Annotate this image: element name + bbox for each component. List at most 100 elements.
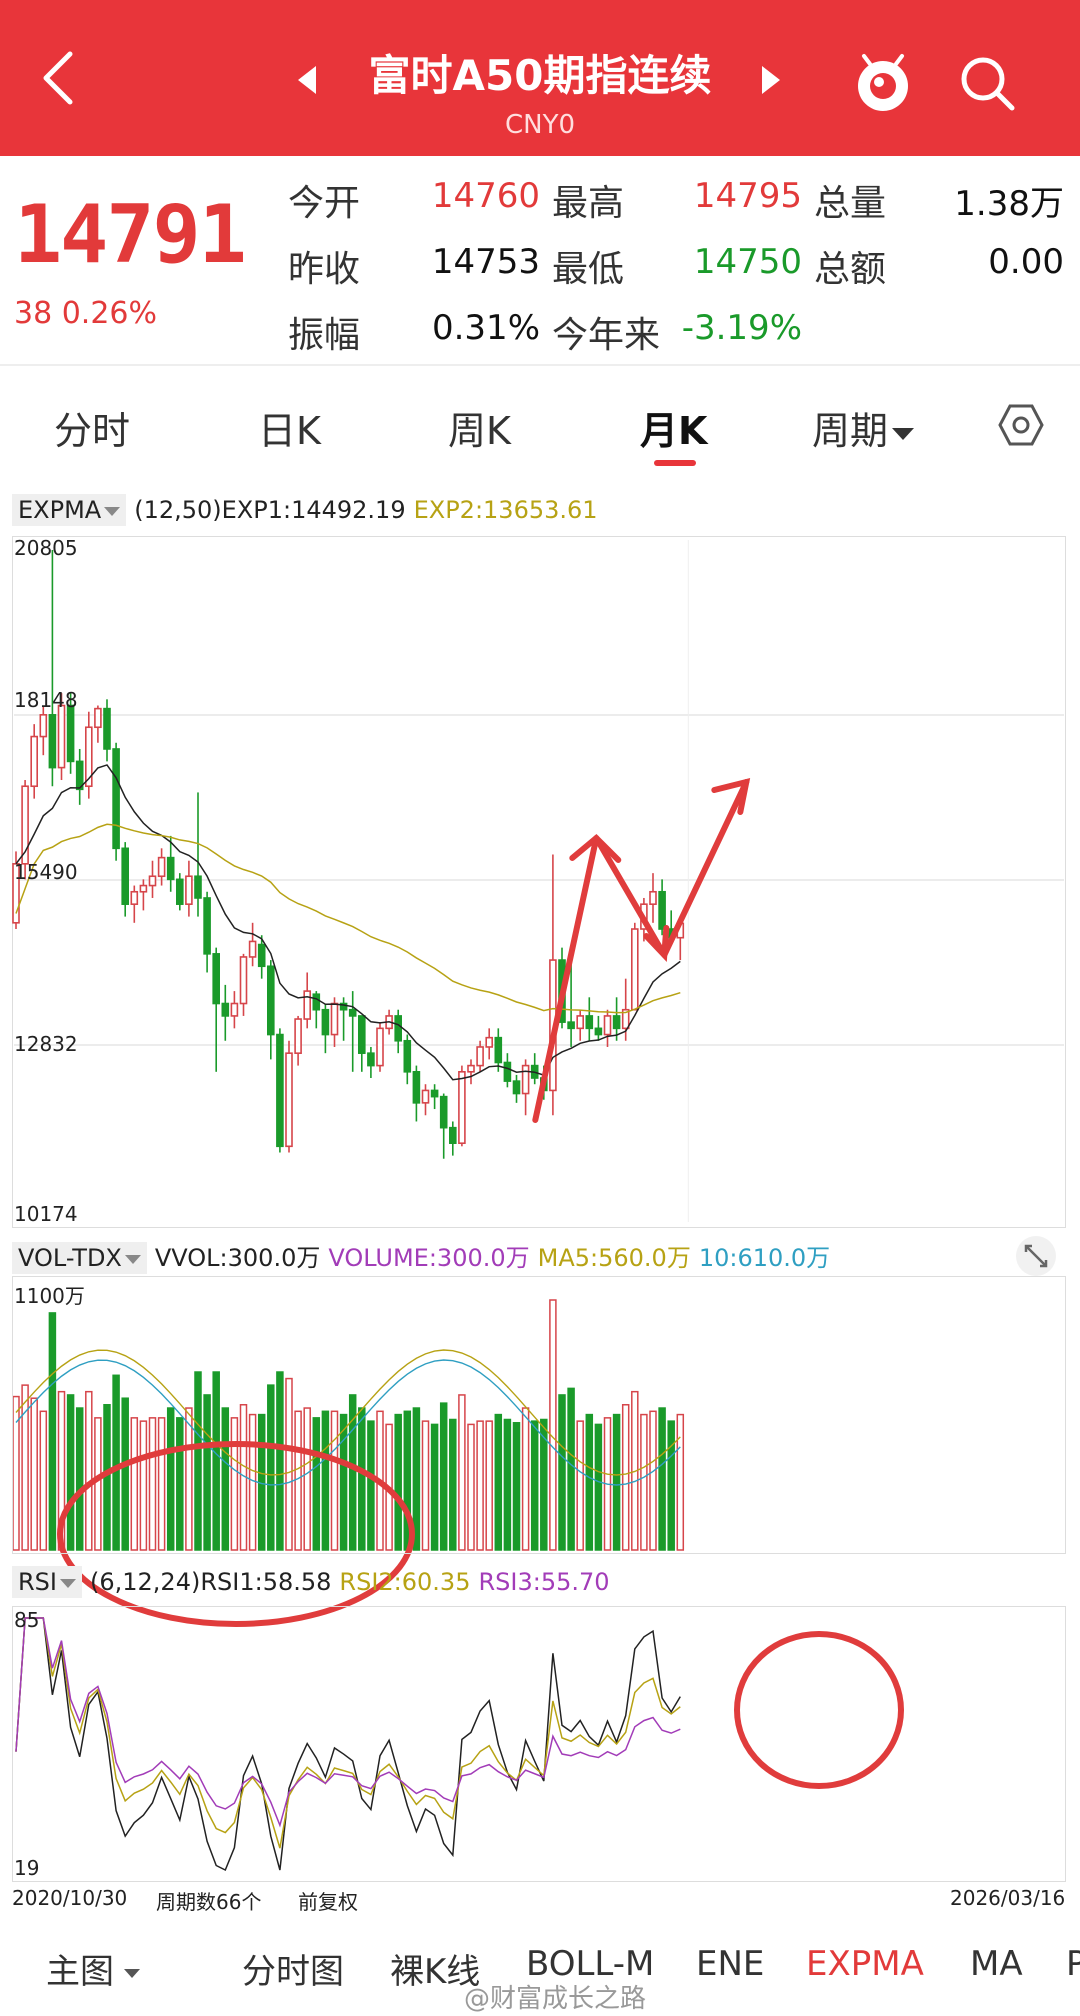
tab-intraday[interactable]: 分时	[54, 409, 131, 453]
candle-body	[485, 1036, 494, 1048]
rsi-selector[interactable]: RSI	[12, 1566, 82, 1598]
search-icon[interactable]	[956, 52, 1018, 114]
annotation-arrowhead	[643, 925, 670, 962]
y-axis-label: 12832	[14, 1032, 78, 1056]
tab-intraday-chart[interactable]: 分时图	[242, 1952, 344, 1992]
volume-ma5-line	[15, 1349, 681, 1476]
candle-body	[203, 897, 211, 955]
volume-bar	[39, 1410, 48, 1551]
candle-body	[85, 726, 93, 788]
tab-weekly-k[interactable]: 周K	[448, 409, 511, 453]
volume-bar	[576, 1420, 584, 1551]
vol-selector[interactable]: VOL-TDX	[12, 1242, 147, 1274]
indicator-tab-bar: 主图 分时图 裸K线 BOLL-M ENE EXPMA MA P	[0, 1926, 1080, 2016]
candle-body	[521, 1064, 530, 1095]
volume-axis-label: 1100万	[14, 1284, 85, 1308]
volume-bar	[640, 1413, 648, 1551]
mascot-icon[interactable]	[852, 52, 914, 114]
prev-instrument-arrow-icon[interactable]	[298, 66, 316, 94]
tab-boll-m[interactable]: BOLL-M	[526, 1944, 655, 1984]
amplitude-value: 0.31%	[431, 308, 540, 348]
candle-body	[221, 1002, 230, 1017]
tab-expma[interactable]: EXPMA	[806, 1944, 924, 1984]
volume-chart-frame	[12, 1276, 1066, 1554]
main-chart-label: 主图	[46, 1952, 114, 1992]
annotation-arrow	[532, 779, 750, 1123]
volume-bar	[194, 1371, 202, 1551]
rsi2-line	[15, 1617, 681, 1849]
volume-bar	[421, 1420, 430, 1551]
tab-monthly-k[interactable]: 月K	[640, 409, 708, 453]
volume-bar	[321, 1410, 330, 1551]
candle-body	[303, 990, 312, 1020]
candle-body	[658, 890, 666, 930]
main-chart-selector[interactable]: 主图	[46, 1944, 140, 1993]
candle-body	[257, 943, 266, 968]
candle-body	[576, 1015, 585, 1030]
volume-bar	[476, 1420, 484, 1551]
volume-bar	[621, 1404, 630, 1551]
rsi-axis-bottom: 19	[14, 1856, 40, 1880]
tab-daily-k[interactable]: 日K	[258, 409, 321, 453]
volume-bar	[130, 1417, 139, 1551]
volume-bar	[412, 1407, 421, 1551]
period-tabs: 分时 日K 周K 月K 周期	[0, 380, 1080, 470]
volume-bar	[594, 1423, 603, 1551]
volume-bar	[48, 1312, 57, 1551]
candle-body	[630, 928, 639, 1011]
candle-body	[367, 1052, 375, 1067]
annotation-arrowhead	[711, 777, 751, 815]
next-instrument-arrow-icon[interactable]	[762, 66, 780, 94]
vol-ma5: MA5:560.0万	[537, 1244, 691, 1272]
candle-body	[603, 1015, 612, 1036]
annotation-circle	[734, 1631, 904, 1789]
active-tab-indicator	[654, 460, 696, 466]
volume-bar	[649, 1410, 657, 1551]
volume-bar	[358, 1407, 366, 1551]
volume-bar	[75, 1407, 84, 1551]
back-arrow-icon[interactable]	[36, 48, 80, 108]
volume-bar	[339, 1413, 348, 1551]
candle-body	[421, 1089, 430, 1104]
candle-body	[585, 1015, 594, 1030]
candle-body	[194, 875, 202, 899]
volume-bar	[458, 1394, 466, 1551]
candle-body	[212, 953, 220, 1005]
candle-body	[239, 956, 248, 1005]
candle-body	[39, 714, 48, 738]
candle-body	[312, 993, 321, 1011]
y-axis-label: 20805	[14, 536, 78, 560]
hexagon-settings-icon[interactable]	[998, 402, 1044, 448]
ytd-label: 今年来	[552, 315, 661, 356]
tab-p[interactable]: P	[1066, 1944, 1080, 1984]
vol-ma10: 10:610.0万	[698, 1244, 831, 1272]
candle-body	[121, 847, 129, 905]
candle-body	[439, 1095, 448, 1129]
annotation-arrowhead	[569, 833, 622, 863]
candle-body	[112, 748, 120, 850]
rsi-legend: RSI (6,12,24)RSI1:58.58 RSI2:60.35 RSI3:55.…	[12, 1566, 610, 1602]
volume-bar	[530, 1420, 539, 1551]
tab-period[interactable]: 周期	[812, 400, 915, 455]
vol-name: VOL-TDX	[18, 1244, 122, 1272]
tab-naked-k[interactable]: 裸K线	[390, 1952, 481, 1992]
volume-bar	[567, 1387, 575, 1551]
candle-body	[48, 714, 57, 769]
volume-bar	[267, 1384, 275, 1551]
annotation-circle	[57, 1441, 415, 1627]
volume-bar	[585, 1413, 594, 1551]
volume-bar	[212, 1371, 220, 1551]
candle-body	[621, 1008, 630, 1030]
volume-bar	[558, 1394, 566, 1551]
expma-selector[interactable]: EXPMA	[12, 494, 127, 526]
volume-ma10-line	[15, 1359, 681, 1486]
volume-bar	[203, 1394, 211, 1551]
expand-icon[interactable]	[1016, 1236, 1056, 1276]
period-count: 周期数66个	[156, 1890, 262, 1914]
tab-ma[interactable]: MA	[970, 1944, 1023, 1984]
tab-ene[interactable]: ENE	[696, 1944, 765, 1984]
candle-body	[467, 1064, 475, 1073]
open-value: 14760	[431, 176, 540, 216]
volume-bar	[176, 1417, 184, 1551]
